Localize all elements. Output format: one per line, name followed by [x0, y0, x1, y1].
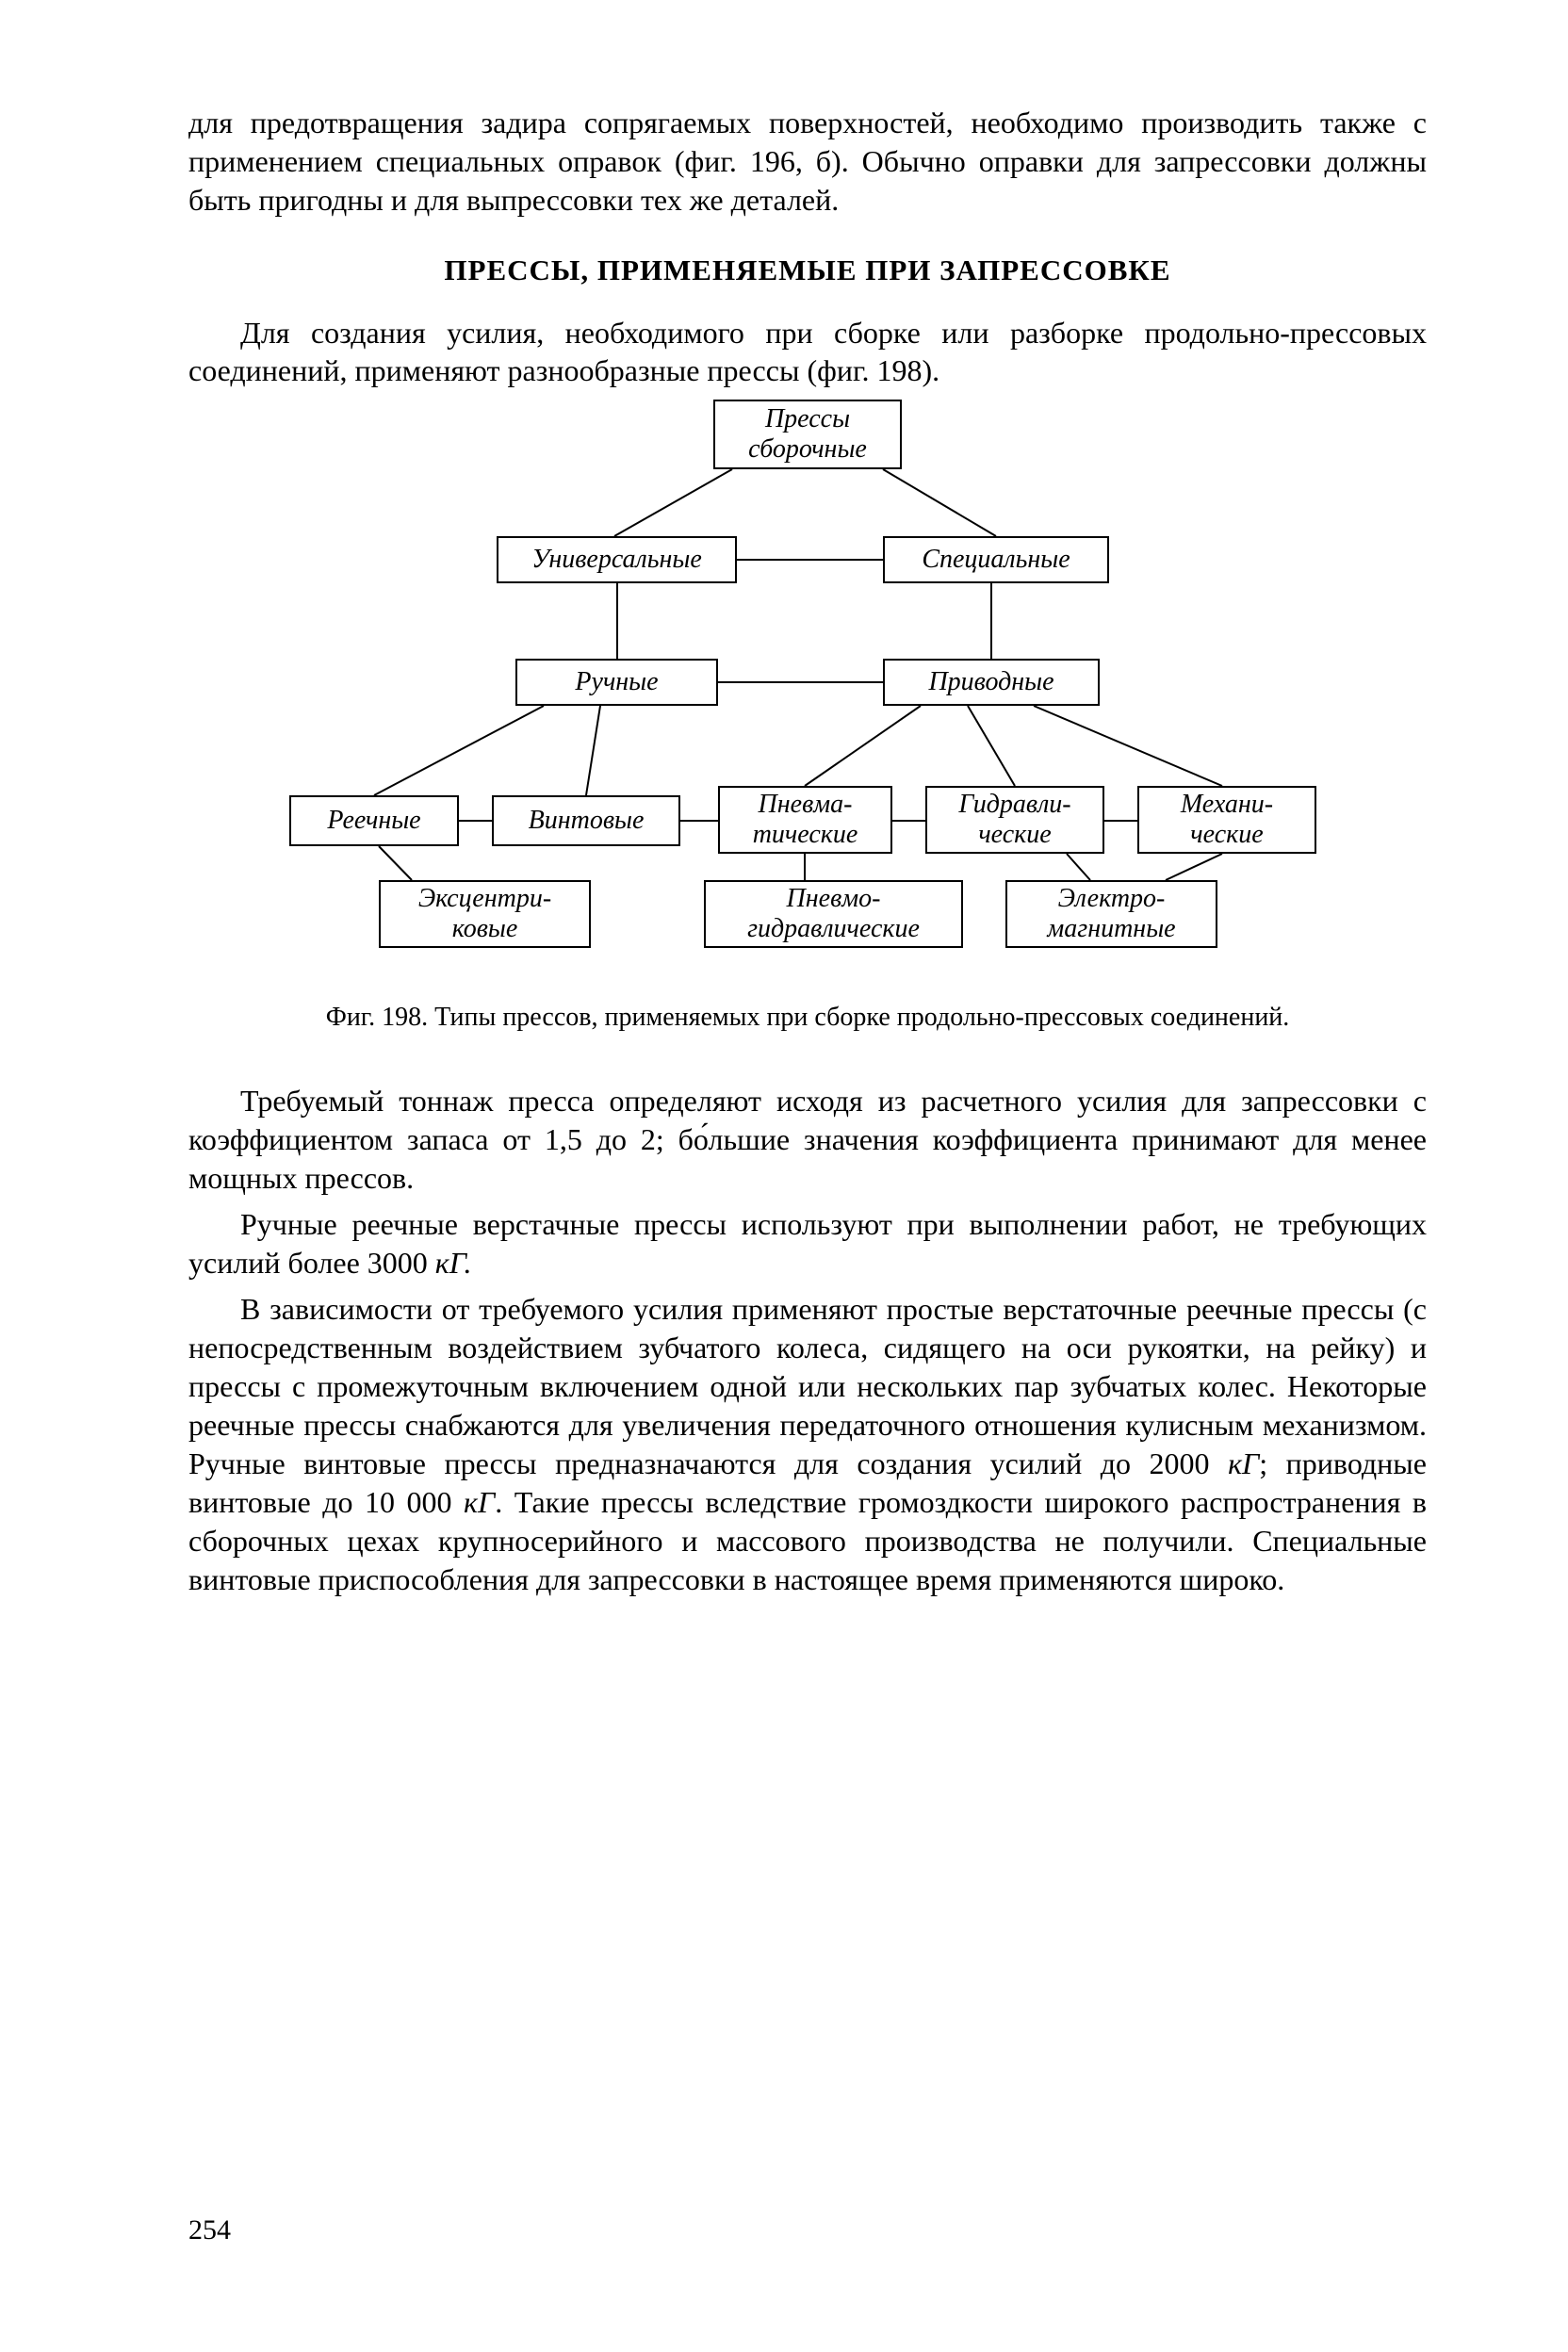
diagram-node-mech: Механи- ческие	[1137, 786, 1316, 854]
page-number: 254	[188, 2213, 231, 2248]
diagram-node-pneu: Пневма- тические	[718, 786, 892, 854]
paragraph-5: В зависимости от требуемого усилия приме…	[188, 1290, 1427, 1599]
figure-caption: Фиг. 198. Типы прессов, применяемых при …	[251, 1001, 1365, 1035]
press-types-diagram: Прессы сборочные Универсальные Специальные…	[223, 400, 1392, 984]
diagram-node-manual: Ручные	[515, 659, 718, 706]
diagram-node-rack: Реечные	[289, 795, 459, 846]
paragraph-1: для предотвращения задира сопрягаемых по…	[188, 104, 1427, 220]
unit-kg-2: кГ	[1228, 1446, 1259, 1480]
paragraph-4: Ручные реечные верстачные прессы использ…	[188, 1205, 1427, 1282]
diagram-node-driven: Приводные	[883, 659, 1100, 706]
unit-kg-1: кГ.	[435, 1246, 472, 1280]
diagram-node-ecc: Эксцентри- ковые	[379, 880, 591, 948]
unit-kg-3: кГ	[464, 1485, 495, 1519]
diagram-node-pneuhydr: Пневмо- гидравлические	[704, 880, 963, 948]
diagram-node-universal: Универсальные	[497, 536, 737, 583]
diagram-node-root: Прессы сборочные	[713, 400, 902, 469]
section-title: ПРЕССЫ, ПРИМЕНЯЕМЫЕ ПРИ ЗАПРЕССОВКЕ	[188, 252, 1427, 289]
paragraph-4-text: Ручные реечные верстачные прессы использ…	[188, 1207, 1427, 1280]
paragraph-2: Для создания усилия, необходимого при сб…	[188, 314, 1427, 391]
diagram-node-electro: Электро- магнитные	[1005, 880, 1217, 948]
diagram-node-screw: Винтовые	[492, 795, 680, 846]
page: для предотвращения задира сопрягаемых по…	[0, 0, 1568, 2352]
diagram-node-hydr: Гидравли- ческие	[925, 786, 1104, 854]
paragraph-3: Требуемый тоннаж пресса определяют исход…	[188, 1082, 1427, 1198]
diagram-node-special: Специальные	[883, 536, 1109, 583]
